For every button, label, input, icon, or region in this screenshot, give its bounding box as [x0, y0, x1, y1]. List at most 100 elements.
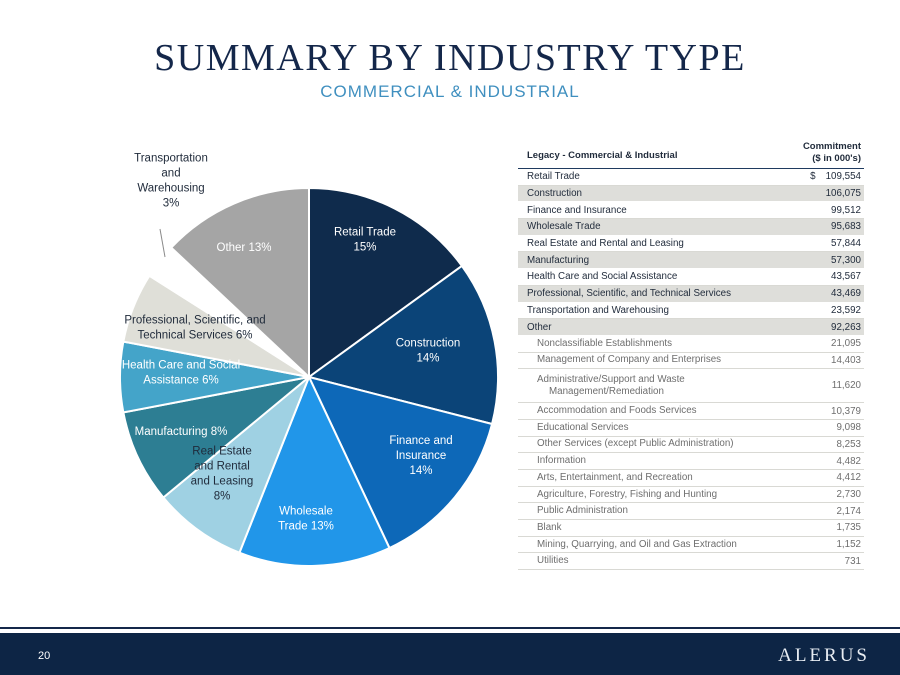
pie-data-label: Professional, Scientific, and Technical S… — [124, 315, 265, 342]
subrow-value: 1,152 — [836, 539, 861, 551]
pie-slice — [238, 374, 391, 567]
table-subrow: Management of Company and Enterprises 14… — [518, 353, 864, 370]
subrow-label: Agriculture, Forestry, Fishing and Hunti… — [537, 488, 718, 500]
page-subtitle: COMMERCIAL & INDUSTRIAL — [320, 82, 580, 101]
pie-data-label: Other 13% — [217, 242, 272, 254]
subrow-label: Administrative/Support and Waste Managem… — [537, 373, 685, 397]
subrow-label: Information — [537, 455, 587, 467]
pie-slice — [307, 375, 494, 550]
table-row: Construction 106,075 — [518, 185, 864, 203]
subrow-label: Other Services (except Public Administra… — [537, 438, 734, 450]
table-subrow: Agriculture, Forestry, Fishing and Hunti… — [518, 487, 864, 504]
row-value: 92,263 — [831, 321, 861, 333]
page-number: 20 — [38, 650, 51, 662]
pie-data-label: Construction 14% — [396, 338, 461, 365]
table-subrow: Educational Services 9,098 — [518, 420, 864, 437]
subrow-value: 14,403 — [831, 354, 861, 366]
table-header-label: Legacy - Commercial & Industrial — [527, 150, 678, 161]
pie-leader-line — [159, 228, 166, 258]
subrow-value: 10,379 — [831, 405, 861, 417]
company-logo: ALERUS — [778, 645, 870, 666]
pie-slice — [308, 186, 464, 379]
subrow-label: Management of Company and Enterprises — [537, 354, 722, 366]
pie-slice — [169, 186, 310, 380]
pie-data-label: Retail Trade 15% — [334, 227, 396, 254]
footer-divider — [0, 627, 900, 629]
table-row: Finance and Insurance 99,512 — [518, 202, 864, 220]
pie-data-label: Wholesale Trade 13% — [278, 506, 334, 533]
table-subrow: Other Services (except Public Administra… — [518, 437, 864, 454]
row-value: $109,554 — [810, 171, 861, 183]
row-label: Transportation and Warehousing — [527, 304, 669, 316]
row-value: 43,567 — [831, 271, 861, 283]
table-subrow: Arts, Entertainment, and Recreation 4,41… — [518, 470, 864, 487]
row-value: 23,592 — [831, 304, 861, 316]
table-row: Other 92,263 — [518, 319, 864, 336]
row-label: Other — [527, 321, 552, 333]
table-row: Professional, Scientific, and Technical … — [518, 285, 864, 303]
subrow-label: Arts, Entertainment, and Recreation — [537, 471, 693, 483]
table-header: Legacy - Commercial & Industrial Commitm… — [518, 139, 864, 169]
row-label: Wholesale Trade — [527, 221, 601, 233]
subrow-value: 9,098 — [836, 422, 861, 434]
row-label: Health Care and Social Assistance — [527, 271, 678, 283]
row-label: Finance and Insurance — [527, 204, 627, 216]
pie-slice — [161, 376, 310, 555]
subrow-value: 8,253 — [836, 438, 861, 450]
row-value: 57,300 — [831, 254, 861, 266]
row-label: Real Estate and Rental and Leasing — [527, 238, 684, 250]
row-value: 99,512 — [831, 204, 861, 216]
pie-data-label: Health Care and Social Assistance 6% — [122, 360, 240, 387]
table-subrow: Blank 1,735 — [518, 520, 864, 537]
subrow-label: Utilities — [537, 555, 569, 567]
row-value: 43,469 — [831, 288, 861, 300]
table-row: Real Estate and Rental and Leasing 57,84… — [518, 236, 864, 253]
table-header-value-line1: Commitment — [802, 141, 861, 152]
row-label: Professional, Scientific, and Technical … — [527, 288, 732, 300]
table-row: Health Care and Social Assistance 43,567 — [518, 269, 864, 286]
currency-symbol: $ — [810, 171, 816, 183]
subrow-label: Educational Services — [537, 421, 629, 433]
subrow-label: Nonclassifiable Establishments — [537, 337, 673, 349]
table-row: Manufacturing 57,300 — [518, 252, 864, 270]
table-header-value: Commitment ($ in 000's) — [803, 141, 861, 165]
table-header-value-line2: ($ in 000's) — [812, 153, 861, 164]
row-label: Retail Trade — [527, 171, 580, 183]
subrow-value: 4,412 — [836, 472, 861, 484]
pie-data-label: Real Estate and Rental and Leasing 8% — [191, 446, 254, 503]
table-subrow: Public Administration 2,174 — [518, 503, 864, 521]
subrow-label: Accommodation and Foods Services — [537, 405, 697, 417]
row-value: 95,683 — [831, 221, 861, 233]
subrow-value: 11,620 — [831, 380, 861, 392]
row-label: Construction — [527, 188, 582, 200]
row-value: 57,844 — [831, 238, 861, 250]
subrow-label: Public Administration — [537, 505, 628, 517]
table-row: Transportation and Warehousing 23,592 — [518, 303, 864, 320]
subrow-label: Blank — [537, 521, 562, 533]
subrow-value: 1,735 — [836, 522, 861, 534]
row-label: Manufacturing — [527, 254, 590, 266]
table-subrow: Information 4,482 — [518, 453, 864, 470]
page-title: SUMMARY BY INDUSTRY TYPE — [154, 37, 746, 79]
table-row: Wholesale Trade 95,683 — [518, 219, 864, 236]
pie-data-label: Finance and Insurance 14% — [389, 435, 452, 477]
table-subrow: Administrative/Support and Waste Managem… — [518, 369, 864, 404]
table-row: Retail Trade $109,554 — [518, 169, 864, 186]
table-subrow: Mining, Quarrying, and Oil and Gas Extra… — [518, 537, 864, 554]
table-subrow: Accommodation and Foods Services 10,379 — [518, 403, 864, 420]
table-subrow: Utilities 731 — [518, 553, 864, 571]
pie-data-label: Transportation and Warehousing 3% — [134, 153, 208, 210]
table-subrow: Nonclassifiable Establishments 21,095 — [518, 336, 864, 353]
pie-slice — [306, 264, 499, 426]
subrow-value: 2,730 — [836, 489, 861, 501]
subrow-value: 21,095 — [831, 338, 861, 350]
subrow-value: 4,482 — [836, 455, 861, 467]
pie-slice — [122, 376, 310, 499]
footer-bar: 20 ALERUS — [0, 633, 900, 675]
industry-commitment-table: Legacy - Commercial & Industrial Commitm… — [518, 139, 864, 571]
subrow-value: 731 — [844, 555, 861, 567]
row-value: 106,075 — [825, 188, 861, 200]
pie-data-label: Manufacturing 8% — [135, 426, 228, 438]
subrow-label: Mining, Quarrying, and Oil and Gas Extra… — [537, 538, 737, 550]
